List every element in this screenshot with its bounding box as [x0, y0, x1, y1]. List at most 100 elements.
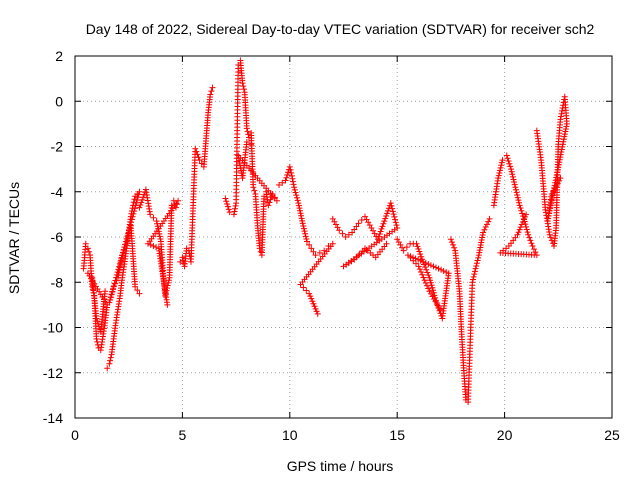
data-point-marker [437, 306, 444, 313]
data-point-marker [517, 224, 524, 231]
data-point-marker [561, 133, 568, 140]
data-point-marker [482, 224, 489, 231]
data-point-marker [302, 230, 309, 237]
y-axis-label: SDTVAR / TECUs [6, 182, 22, 294]
data-point-marker [107, 294, 114, 301]
data-point-marker [303, 235, 310, 242]
data-point-marker [306, 290, 313, 297]
data-point-marker [128, 216, 135, 223]
data-point-marker [480, 229, 487, 236]
data-point-marker [512, 186, 519, 193]
data-point-marker [529, 243, 536, 250]
data-point-marker [308, 295, 315, 302]
data-point-marker [512, 184, 519, 191]
data-point-marker [384, 210, 391, 217]
data-point-marker [429, 284, 436, 291]
data-point-marker [119, 252, 126, 259]
data-point-marker [400, 247, 407, 254]
data-point-marker [556, 159, 563, 166]
data-point-marker [557, 151, 564, 158]
data-point-marker [292, 189, 299, 196]
data-point-marker [120, 249, 127, 256]
data-point-marker [240, 86, 247, 93]
data-point-marker [225, 206, 232, 213]
data-point-marker [295, 202, 302, 209]
data-point-marker [427, 262, 434, 269]
data-point-marker [310, 248, 317, 255]
data-point-marker [250, 184, 257, 191]
data-point-marker [224, 203, 231, 210]
data-point-marker [556, 156, 563, 163]
data-point-marker [525, 231, 532, 238]
data-point-marker [121, 243, 128, 250]
data-point-marker [351, 256, 358, 263]
data-point-marker [451, 244, 458, 251]
data-point-marker [289, 175, 296, 182]
data-point-marker [562, 128, 569, 135]
data-point-marker [284, 172, 291, 179]
data-point-marker [392, 219, 399, 226]
data-point-marker [134, 197, 141, 204]
data-point-marker [422, 264, 429, 271]
data-point-marker [222, 195, 229, 202]
data-point-marker [130, 210, 137, 217]
data-point-marker [193, 148, 200, 155]
data-point-marker [239, 80, 246, 87]
data-point-marker [157, 235, 164, 242]
data-point-marker [416, 248, 423, 255]
data-point-marker [403, 244, 410, 251]
data-point-marker [342, 234, 349, 240]
data-point-marker [113, 277, 120, 284]
data-point-marker [387, 200, 394, 207]
data-point-marker [527, 237, 534, 244]
data-point-marker [472, 265, 479, 272]
data-point-marker [248, 141, 255, 148]
data-point-marker [424, 282, 431, 289]
data-points-layer [80, 57, 570, 406]
data-point-marker [351, 226, 358, 233]
data-point-marker [209, 84, 216, 91]
data-point-marker [509, 171, 516, 178]
data-point-marker [474, 257, 481, 264]
data-point-marker [382, 215, 389, 222]
data-point-marker [471, 268, 478, 275]
data-point-marker [298, 212, 305, 219]
data-point-marker [415, 245, 422, 252]
data-point-marker [524, 229, 531, 236]
y-tick-label: -14 [43, 410, 63, 426]
data-point-marker [511, 181, 518, 188]
data-point-marker [495, 175, 502, 182]
data-point-marker [435, 265, 442, 272]
data-point-marker [422, 260, 429, 267]
data-point-marker [554, 169, 561, 176]
data-point-marker [130, 199, 137, 206]
data-point-marker [245, 131, 252, 138]
data-point-marker [296, 205, 303, 212]
data-point-marker [106, 299, 113, 306]
data-point-marker [312, 252, 319, 259]
data-point-marker [293, 194, 300, 201]
data-point-marker [559, 143, 566, 150]
data-point-marker [447, 236, 454, 243]
tick-layer: 0 5 10 15 20 25 -14 -12 -10 -8 -6 -4 -2 0 2 [43, 48, 620, 443]
data-point-marker [518, 207, 525, 214]
data-point-marker [515, 229, 522, 236]
data-point-marker [85, 248, 92, 255]
data-point-marker [295, 200, 302, 207]
data-point-marker [147, 211, 154, 218]
data-point-marker [554, 166, 561, 173]
data-point-marker [470, 273, 477, 280]
data-point-marker [288, 172, 295, 179]
data-point-marker [516, 226, 523, 233]
data-point-marker [557, 154, 564, 161]
data-point-marker [417, 257, 424, 264]
data-point-marker [559, 107, 566, 114]
data-point-marker [381, 218, 388, 225]
data-point-marker [523, 223, 530, 230]
data-point-marker [265, 202, 272, 209]
data-point-marker [416, 266, 423, 273]
data-point-marker [107, 296, 114, 303]
data-point-marker [560, 138, 567, 145]
data-point-marker [294, 197, 301, 204]
data-point-marker [308, 245, 315, 252]
